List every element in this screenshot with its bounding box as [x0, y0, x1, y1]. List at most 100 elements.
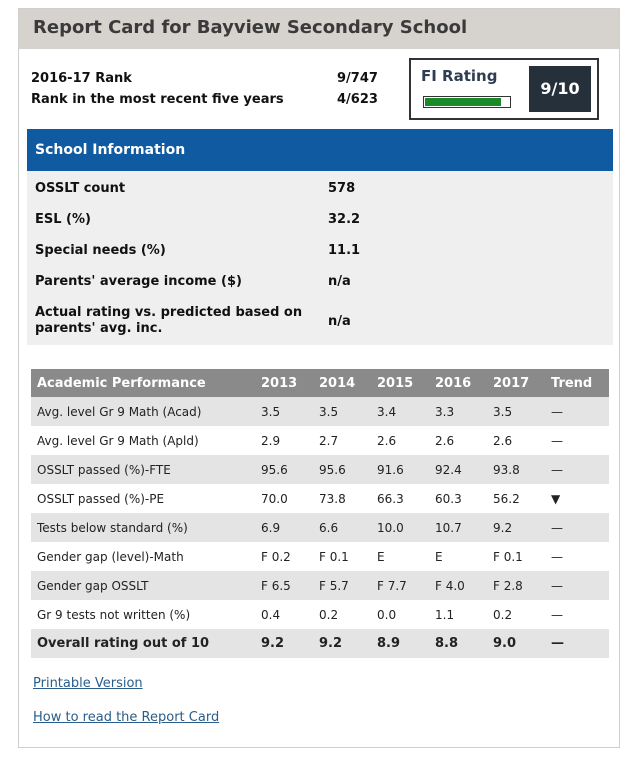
table-cell: 3.3 [429, 397, 487, 426]
table-header-row: Academic Performance 2013 2014 2015 2016… [31, 369, 609, 397]
table-cell: F 2.8 [487, 571, 545, 600]
table-row: OSSLT passed (%)-FTE 95.6 95.6 91.6 92.4 93.8… [31, 455, 609, 484]
title-bar: Report Card for Bayview Secondary School [19, 9, 619, 49]
column-header: Academic Performance [31, 369, 255, 397]
table-cell: F 0.1 [313, 542, 371, 571]
column-header: 2015 [371, 369, 429, 397]
column-header: 2016 [429, 369, 487, 397]
academic-performance-table: Academic Performance 2013 2014 2015 2016… [31, 369, 609, 658]
fi-rating-score: 9/10 [529, 66, 591, 112]
trend-flat-icon: — [545, 571, 609, 600]
how-to-read-link[interactable]: How to read the Report Card [33, 710, 220, 725]
table-cell: 66.3 [371, 484, 429, 513]
trend-flat-icon: — [545, 629, 609, 658]
table-cell: 0.2 [487, 600, 545, 629]
table-cell: 2.9 [255, 426, 313, 455]
table-row: Avg. level Gr 9 Math (Apld) 2.9 2.7 2.6 2.6 2… [31, 426, 609, 455]
trend-flat-icon: — [545, 397, 609, 426]
table-cell: 92.4 [429, 455, 487, 484]
table-row: Gr 9 tests not written (%) 0.4 0.2 0.0 1.1 0.… [31, 600, 609, 629]
table-cell: F 0.1 [487, 542, 545, 571]
row-label: Avg. level Gr 9 Math (Apld) [31, 426, 255, 455]
trend-flat-icon: — [545, 600, 609, 629]
table-cell: 2.6 [371, 426, 429, 455]
row-label: Gender gap OSSLT [31, 571, 255, 600]
rank-current-label: 2016-17 Rank [31, 71, 132, 86]
trend-flat-icon: — [545, 426, 609, 455]
row-label: Overall rating out of 10 [31, 629, 255, 658]
fi-rating-bar [423, 96, 511, 108]
table-cell: 93.8 [487, 455, 545, 484]
column-header: Trend [545, 369, 609, 397]
table-cell: E [371, 542, 429, 571]
row-label: Gender gap (level)-Math [31, 542, 255, 571]
table-cell: 3.4 [371, 397, 429, 426]
column-header: 2017 [487, 369, 545, 397]
table-cell: 9.2 [255, 629, 313, 658]
table-cell: 9.0 [487, 629, 545, 658]
table-cell: 10.0 [371, 513, 429, 542]
school-info-body: OSSLT count 578 ESL (%) 32.2 Special nee… [27, 171, 613, 345]
table-cell: E [429, 542, 487, 571]
table-cell: 56.2 [487, 484, 545, 513]
table-cell: 0.4 [255, 600, 313, 629]
table-cell: 3.5 [313, 397, 371, 426]
table-cell: 6.6 [313, 513, 371, 542]
report-card: Report Card for Bayview Secondary School… [18, 8, 620, 748]
trend-flat-icon: — [545, 513, 609, 542]
overall-rating-row: Overall rating out of 10 9.2 9.2 8.9 8.8 9.0— [31, 629, 609, 658]
table-row: OSSLT passed (%)-PE 70.0 73.8 66.3 60.3 56.2 ▼ [31, 484, 609, 513]
table-row: Gender gap OSSLT F 6.5 F 5.7 F 7.7 F 4.0 F 2.… [31, 571, 609, 600]
school-info-title: School Information [35, 142, 186, 158]
table-cell: 95.6 [255, 455, 313, 484]
table-cell: 70.0 [255, 484, 313, 513]
school-info-header: School Information [27, 129, 613, 171]
info-label-actual-vs-predicted-line1: Actual rating vs. predicted based on [35, 305, 303, 320]
table-cell: 3.5 [255, 397, 313, 426]
rank-current-value: 9/747 [337, 71, 378, 86]
table-cell: 9.2 [313, 629, 371, 658]
column-header: 2014 [313, 369, 371, 397]
table-cell: 0.2 [313, 600, 371, 629]
table-cell: 2.6 [429, 426, 487, 455]
rank-five-year-value: 4/623 [337, 92, 378, 107]
row-label: OSSLT passed (%)-PE [31, 484, 255, 513]
table-cell: 95.6 [313, 455, 371, 484]
printable-version-link[interactable]: Printable Version [33, 676, 143, 691]
table-row: Tests below standard (%) 6.9 6.6 10.0 10.7 9.… [31, 513, 609, 542]
info-label-actual-vs-predicted-line2: parents' avg. inc. [35, 321, 163, 336]
trend-flat-icon: — [545, 455, 609, 484]
info-value-parents-income: n/a [328, 274, 351, 289]
row-label: Avg. level Gr 9 Math (Acad) [31, 397, 255, 426]
info-label-parents-income: Parents' average income ($) [35, 274, 242, 289]
table-cell: 10.7 [429, 513, 487, 542]
table-cell: F 6.5 [255, 571, 313, 600]
table-row: Avg. level Gr 9 Math (Acad) 3.5 3.5 3.4 3.3 3… [31, 397, 609, 426]
table-cell: 8.8 [429, 629, 487, 658]
table-cell: 6.9 [255, 513, 313, 542]
info-value-special-needs: 11.1 [328, 243, 361, 258]
table-cell: 91.6 [371, 455, 429, 484]
table-cell: 1.1 [429, 600, 487, 629]
info-label-special-needs: Special needs (%) [35, 243, 166, 258]
fi-rating-bar-fill [425, 98, 501, 106]
info-value-osslt-count: 578 [328, 181, 356, 196]
table-cell: 0.0 [371, 600, 429, 629]
table-cell: F 5.7 [313, 571, 371, 600]
trend-flat-icon: — [545, 542, 609, 571]
table-cell: 2.6 [487, 426, 545, 455]
rank-five-year-label: Rank in the most recent five years [31, 92, 284, 107]
table-cell: F 4.0 [429, 571, 487, 600]
row-label: OSSLT passed (%)-FTE [31, 455, 255, 484]
table-cell: F 7.7 [371, 571, 429, 600]
fi-rating-label: FI Rating [421, 67, 498, 85]
table-cell: 2.7 [313, 426, 371, 455]
info-value-esl: 32.2 [328, 212, 361, 227]
info-value-actual-vs-predicted: n/a [328, 314, 351, 329]
table-cell: 73.8 [313, 484, 371, 513]
table-row: Gender gap (level)-Math F 0.2 F 0.1 E E F 0.1… [31, 542, 609, 571]
info-label-osslt-count: OSSLT count [35, 181, 126, 196]
table-cell: 3.5 [487, 397, 545, 426]
row-label: Tests below standard (%) [31, 513, 255, 542]
page-title: Report Card for Bayview Secondary School [33, 17, 468, 38]
